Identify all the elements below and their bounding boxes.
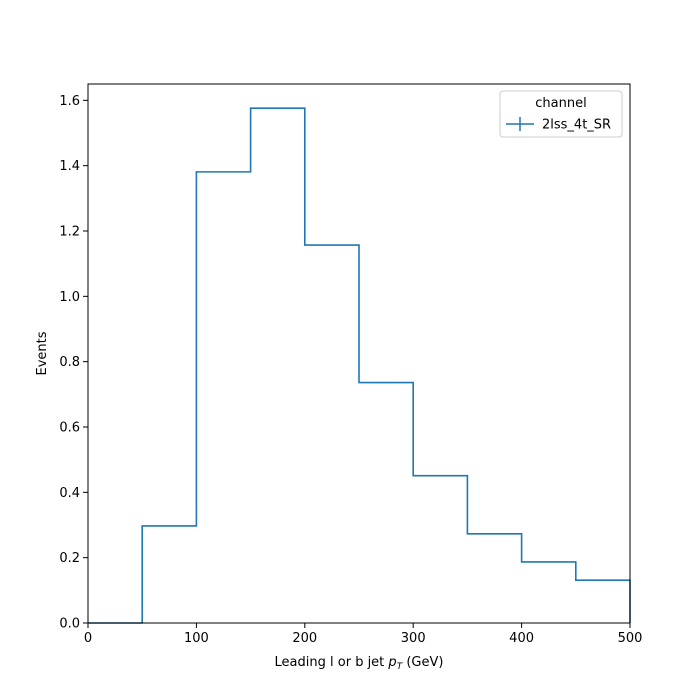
histogram-bin [196, 172, 250, 623]
plot-area-frame [87, 83, 631, 624]
histogram-bin [359, 383, 413, 623]
legend-entry-2lss-4t-sr: 2lss_4t_SR [542, 118, 611, 133]
y-axis: 0.0 0.2 0.4 0.6 0.8 1.0 1.2 1.4 1.6 [59, 94, 88, 632]
y-tick-label: 1.4 [59, 159, 80, 174]
histogram-bin [576, 580, 630, 623]
histogram-bin [142, 526, 196, 623]
legend-box [499, 90, 623, 138]
x-axis-label: Leading l or b jet pT (GeV) [275, 655, 444, 672]
x-tick-label: 100 [184, 631, 209, 646]
legend: channel 2lss_4t_SR [499, 90, 623, 138]
y-tick-label: 0.6 [59, 421, 80, 436]
y-tick-label: 1.2 [59, 225, 80, 240]
y-tick-label: 0.8 [59, 355, 80, 370]
histogram-bin [522, 562, 576, 623]
y-tick-label: 0.2 [59, 551, 80, 566]
histogram-bin [413, 476, 467, 623]
histogram-bin [251, 108, 305, 623]
y-tick-label: 1.0 [59, 290, 80, 305]
series-layer [88, 107, 631, 624]
x-axis-label-math-sub: T [397, 662, 404, 672]
y-axis-label: Events [35, 331, 50, 375]
x-tick-label: 200 [292, 631, 317, 646]
x-axis-label-text: Leading l or b jet [275, 655, 389, 670]
x-tick-label: 0 [84, 631, 92, 646]
histogram-bin [467, 534, 521, 623]
x-tick-label: 400 [509, 631, 534, 646]
y-tick-label: 1.6 [59, 94, 80, 109]
series-step-line [88, 107, 631, 624]
y-tick-label: 0.4 [59, 486, 80, 501]
histogram-bin [305, 245, 359, 623]
x-axis-label-math: p [387, 655, 396, 670]
legend-title: channel [535, 96, 586, 111]
x-tick-label: 300 [401, 631, 426, 646]
x-axis-label-unit: (GeV) [402, 655, 443, 670]
x-tick-label: 500 [618, 631, 643, 646]
y-tick-label: 0.0 [59, 617, 80, 632]
x-axis: 0 100 200 300 400 500 [84, 623, 643, 646]
